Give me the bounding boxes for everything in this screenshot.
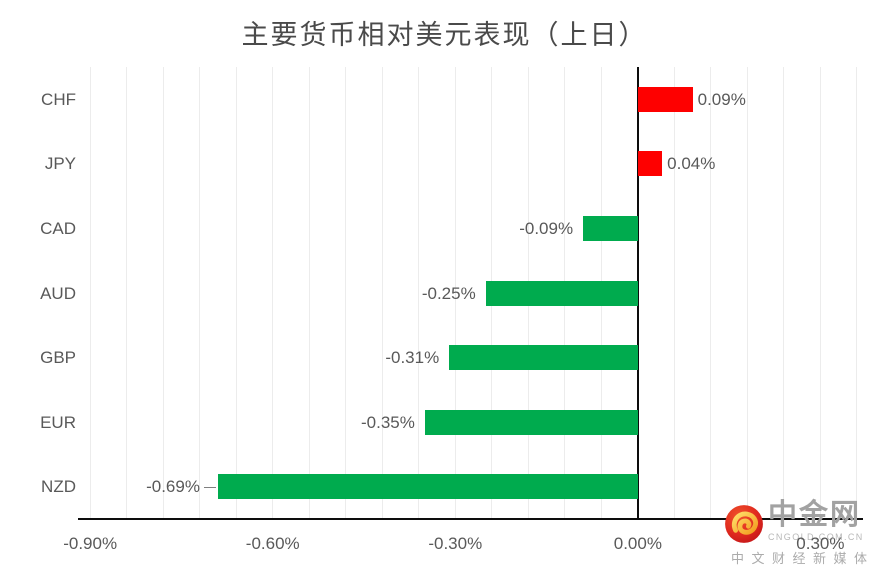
value-label-cad: -0.09%: [519, 218, 574, 238]
bar-chf: [637, 86, 693, 112]
bar-cad: [583, 215, 638, 241]
x-axis-tick-label: -0.30%: [428, 534, 483, 553]
bar-nzd: [217, 474, 638, 500]
x-axis-tick-label: -0.60%: [245, 534, 300, 553]
minor-gridline: [89, 67, 91, 519]
minor-gridline: [418, 67, 420, 519]
chart-title: 主要货币相对美元表现（上日）: [241, 20, 648, 50]
cngold-watermark: 中金网 CNGOLD.COM.CN 中文财经新媒体: [723, 500, 887, 567]
value-label-nzd: -0.69%: [146, 477, 200, 497]
minor-gridline: [819, 67, 821, 519]
category-label-nzd: NZD: [41, 477, 76, 497]
cngold-logo-icon: [725, 505, 763, 543]
category-label-eur: EUR: [40, 412, 76, 432]
minor-gridline: [454, 67, 456, 519]
minor-gridline: [235, 67, 237, 519]
watermark-domain-text: CNGOLD.COM.CN: [768, 532, 864, 542]
x-axis-line: [78, 518, 863, 520]
category-label-gbp: GBP: [40, 348, 76, 368]
value-label-gbp: -0.31%: [385, 348, 440, 368]
zero-axis-line: [636, 67, 639, 519]
leader-line-nzd: [203, 487, 216, 489]
category-label-chf: CHF: [41, 89, 76, 109]
minor-gridline: [308, 67, 310, 519]
x-axis-tick-label: -0.90%: [63, 534, 118, 553]
minor-gridline: [126, 67, 128, 519]
minor-gridline: [345, 67, 347, 519]
minor-gridline: [746, 67, 748, 519]
x-axis-tick-label: 0.00%: [613, 534, 662, 553]
category-label-aud: AUD: [40, 283, 76, 303]
minor-gridline: [162, 67, 164, 519]
minor-gridline: [381, 67, 383, 519]
value-label-jpy: 0.04%: [667, 154, 716, 174]
value-label-eur: -0.35%: [361, 412, 415, 432]
bar-gbp: [449, 345, 638, 371]
value-label-chf: 0.09%: [697, 89, 746, 109]
minor-gridline: [199, 67, 201, 519]
value-label-aud: -0.25%: [421, 283, 476, 303]
bar-jpy: [637, 151, 663, 177]
category-label-jpy: JPY: [44, 154, 76, 174]
watermark-brand-text: 中金网: [768, 499, 862, 531]
minor-gridline: [856, 67, 858, 519]
minor-gridline: [673, 67, 675, 519]
bar-aud: [485, 280, 638, 306]
category-label-cad: CAD: [40, 218, 76, 238]
minor-gridline: [272, 67, 274, 519]
x-axis-tick-label: 0.30%: [796, 534, 845, 553]
watermark-tagline-text: 中文财经新媒体: [731, 551, 875, 566]
bar-eur: [424, 409, 638, 435]
minor-gridline: [710, 67, 712, 519]
minor-gridline: [783, 67, 785, 519]
